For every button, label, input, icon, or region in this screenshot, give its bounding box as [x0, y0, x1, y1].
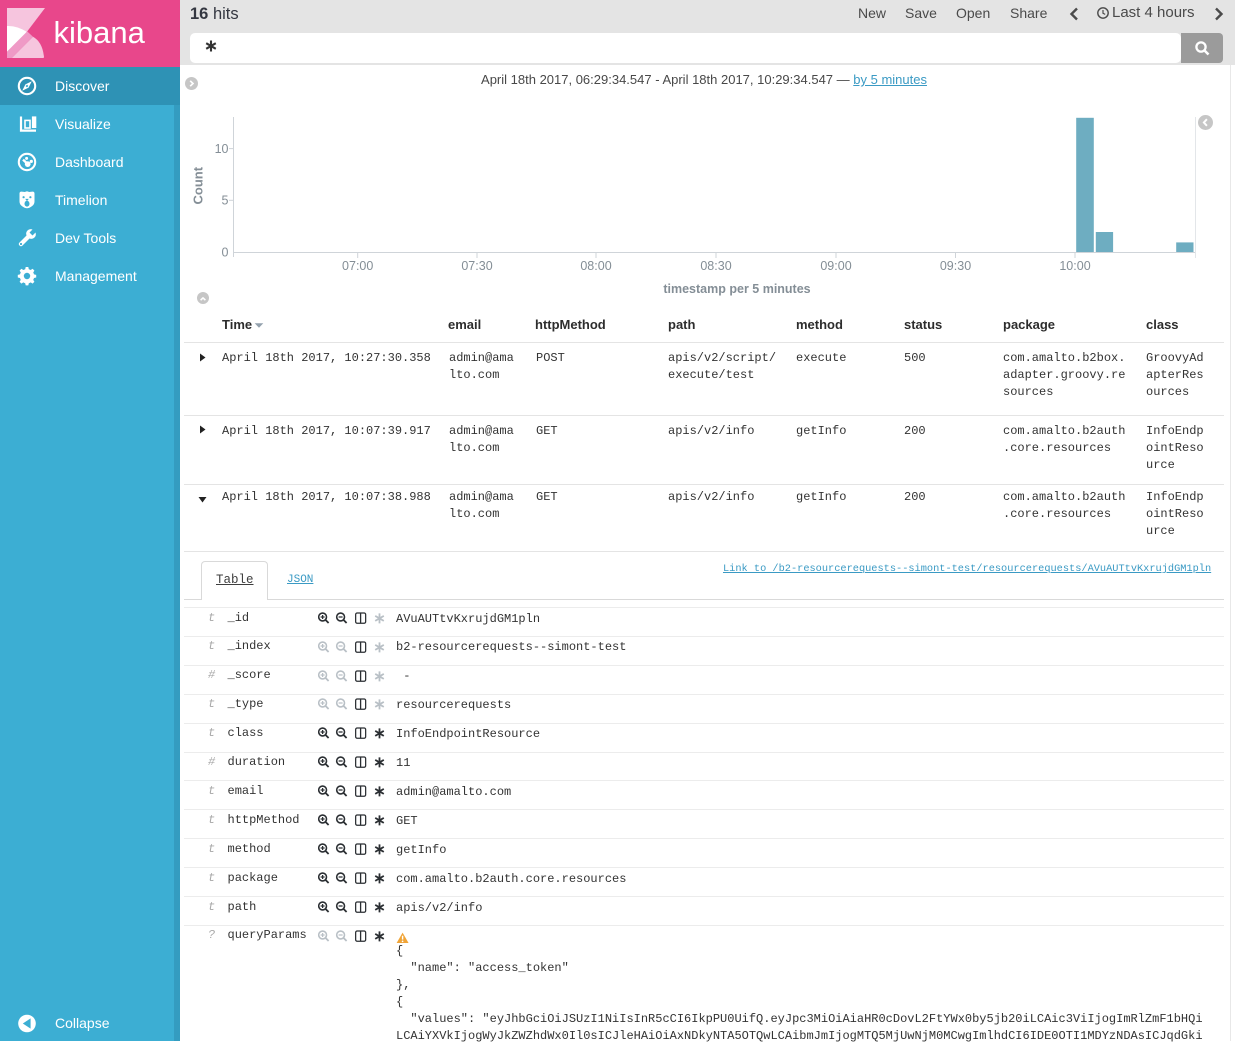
svg-text:09:00: 09:00 — [820, 259, 851, 273]
svg-text:09:30: 09:30 — [940, 259, 971, 273]
svg-text:Count: Count — [190, 166, 205, 204]
svg-text:10: 10 — [215, 142, 229, 156]
svg-text:5: 5 — [222, 194, 229, 208]
svg-text:10:00: 10:00 — [1059, 259, 1090, 273]
svg-text:08:00: 08:00 — [580, 259, 611, 273]
svg-text:timestamp per 5 minutes: timestamp per 5 minutes — [663, 282, 810, 296]
svg-text:0: 0 — [222, 245, 229, 259]
svg-text:07:30: 07:30 — [461, 259, 492, 273]
svg-text:07:00: 07:00 — [342, 259, 373, 273]
svg-text:08:30: 08:30 — [700, 259, 731, 273]
